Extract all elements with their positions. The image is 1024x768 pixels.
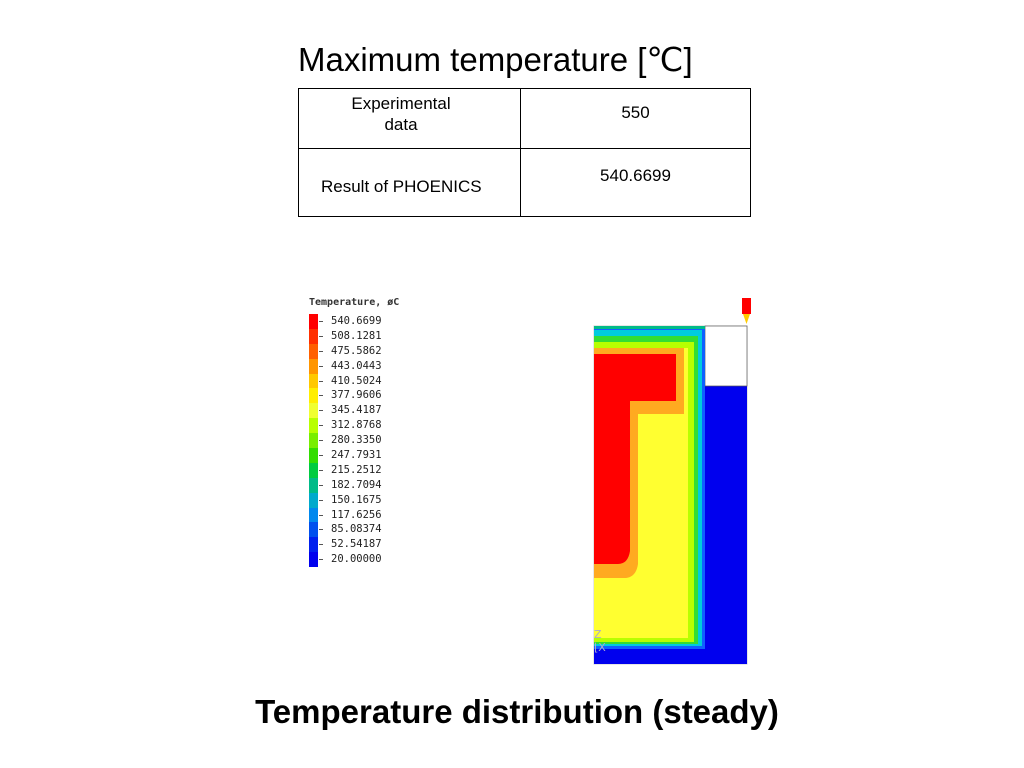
phoenics-label-cell: Result of PHOENICS bbox=[298, 148, 521, 217]
legend-swatch bbox=[309, 433, 318, 449]
legend-swatch bbox=[309, 462, 318, 478]
row-label: Result of PHOENICS bbox=[321, 176, 482, 196]
legend-tick bbox=[319, 395, 323, 397]
legend-tick bbox=[319, 469, 323, 471]
legend-tick bbox=[319, 559, 323, 561]
phoenics-value-cell: 540.6699 bbox=[520, 148, 751, 217]
legend-tick bbox=[319, 425, 323, 427]
legend-row: 443.0443 bbox=[309, 358, 399, 374]
legend-tick bbox=[319, 350, 323, 352]
legend-tick bbox=[319, 484, 323, 486]
legend-row: 52.54187 bbox=[309, 537, 399, 553]
axis-indicator-icon: Z ⌊X bbox=[594, 628, 606, 654]
legend-row: 540.6699 bbox=[309, 314, 399, 329]
legend-label: 20.00000 bbox=[331, 553, 382, 566]
legend-row: 410.5024 bbox=[309, 373, 399, 389]
row-value: 550 bbox=[621, 103, 650, 122]
legend-swatch bbox=[309, 328, 318, 344]
slide-title: Maximum temperature [℃] bbox=[298, 41, 693, 78]
legend-tick bbox=[319, 544, 323, 546]
legend-row: 508.1281 bbox=[309, 328, 399, 344]
legend-swatch bbox=[309, 507, 318, 523]
legend-tick bbox=[319, 440, 323, 442]
legend-label: 150.1675 bbox=[331, 493, 382, 506]
legend-swatch bbox=[309, 314, 318, 329]
legend-label: 540.6699 bbox=[331, 315, 382, 327]
legend-swatch bbox=[309, 403, 318, 419]
legend-label: 247.7931 bbox=[331, 449, 382, 462]
figure-caption: Temperature distribution (steady) bbox=[255, 693, 779, 730]
legend-label: 52.54187 bbox=[331, 538, 382, 551]
legend-swatch bbox=[309, 418, 318, 434]
legend-label: 475.5862 bbox=[331, 344, 382, 357]
experimental-label-cell: Experimental data bbox=[298, 88, 521, 149]
legend-tick bbox=[319, 365, 323, 367]
bottom-cold-band bbox=[594, 649, 747, 664]
legend-tick bbox=[319, 380, 323, 382]
legend-label: 280.3350 bbox=[331, 434, 382, 447]
legend-row: 85.08374 bbox=[309, 522, 399, 538]
probe-marker-tip bbox=[743, 314, 750, 324]
hot-core bbox=[594, 354, 676, 564]
temperature-legend: Temperature, øC 540.6699 508.1281 475.5862… bbox=[309, 296, 400, 568]
legend-row: 182.7094 bbox=[309, 477, 399, 493]
row-label: Experimental data bbox=[351, 93, 451, 134]
legend-label: 215.2512 bbox=[331, 463, 382, 476]
legend-swatch bbox=[309, 477, 318, 493]
legend-label: 377.9606 bbox=[331, 389, 382, 402]
legend-label: 312.8768 bbox=[331, 419, 382, 432]
legend-row: 215.2512 bbox=[309, 462, 399, 478]
legend-tick bbox=[319, 454, 323, 456]
legend-swatch bbox=[309, 373, 318, 389]
legend-row: 345.4187 bbox=[309, 403, 399, 419]
legend-row: 377.9606 bbox=[309, 388, 399, 404]
legend-row: 280.3350 bbox=[309, 433, 399, 449]
legend-tick bbox=[319, 320, 323, 322]
legend-label: 85.08374 bbox=[331, 523, 382, 536]
legend-swatch bbox=[309, 358, 318, 374]
probe-marker bbox=[742, 298, 751, 314]
legend-tick bbox=[319, 335, 323, 337]
legend-label: 345.4187 bbox=[331, 404, 382, 417]
legend-swatch bbox=[309, 448, 318, 463]
legend-tick bbox=[319, 529, 323, 531]
legend-swatch bbox=[309, 388, 318, 404]
legend-title: Temperature, øC bbox=[309, 297, 400, 308]
legend-label: 182.7094 bbox=[331, 478, 382, 491]
legend-row: 312.8768 bbox=[309, 418, 399, 434]
legend-swatch bbox=[309, 492, 318, 508]
legend-swatch bbox=[309, 522, 318, 538]
top-edge-stripe bbox=[594, 326, 705, 329]
legend-scale: 540.6699 508.1281 475.5862 443.0443 410.5024… bbox=[309, 314, 399, 568]
legend-swatch bbox=[309, 552, 318, 568]
legend-row: 117.6256 bbox=[309, 507, 399, 523]
legend-label: 443.0443 bbox=[331, 359, 382, 372]
results-table: Experimental data 550 Result of PHOENICS… bbox=[298, 88, 751, 217]
legend-row: 475.5862 bbox=[309, 343, 399, 359]
experimental-value-cell: 550 bbox=[520, 88, 751, 149]
legend-label: 410.5024 bbox=[331, 374, 382, 387]
legend-label: 117.6256 bbox=[331, 508, 382, 521]
legend-tick bbox=[319, 410, 323, 412]
table-row: Experimental data 550 bbox=[298, 88, 751, 149]
legend-row: 20.00000 bbox=[309, 552, 399, 568]
legend-tick bbox=[319, 499, 323, 501]
legend-tick bbox=[319, 514, 323, 516]
temperature-contour-plot bbox=[593, 298, 751, 665]
table-row: Result of PHOENICS 540.6699 bbox=[298, 148, 751, 217]
legend-swatch bbox=[309, 343, 318, 359]
white-cell bbox=[704, 325, 748, 387]
legend-row: 247.7931 bbox=[309, 448, 399, 463]
legend-label: 508.1281 bbox=[331, 329, 382, 342]
legend-row: 150.1675 bbox=[309, 492, 399, 508]
legend-swatch bbox=[309, 537, 318, 553]
row-value: 540.6699 bbox=[600, 165, 671, 185]
